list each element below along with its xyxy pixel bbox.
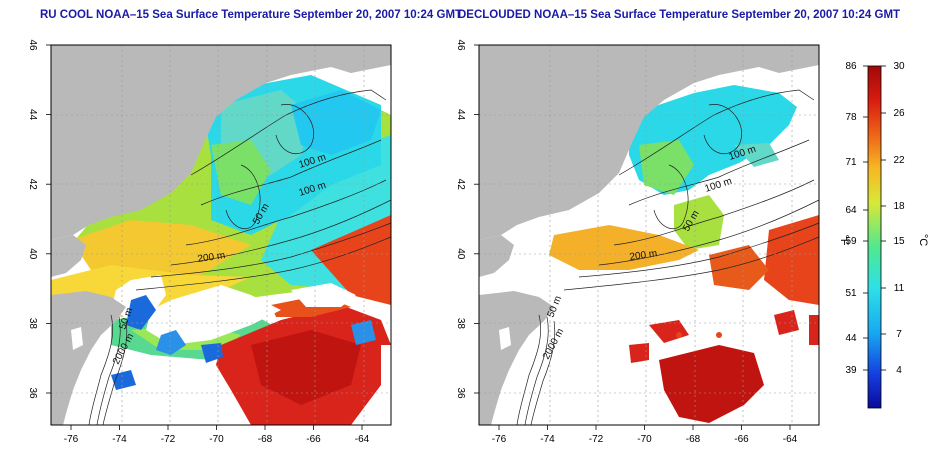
left-plot-frame (50, 44, 392, 426)
fahrenheit-unit-label: °F (838, 234, 850, 245)
left-panel-title: RU COOL NOAA–15 Sea Surface Temperature … (40, 9, 463, 21)
colorbar-c-label: 30 (893, 61, 905, 72)
colorbar-f-label: 78 (845, 112, 857, 123)
right-lon-label: -64 (783, 434, 798, 445)
right-lon-label: -70 (637, 434, 652, 445)
colorbar-f-label: 44 (845, 333, 857, 344)
right-map-panel: 100 m 100 m 50 m 200 m 50 m 2000 m (478, 44, 820, 426)
left-map-panel: 100 m 100 m 50 m 200 m 50 m 2000 m (50, 44, 392, 426)
colorbar-f-label: 39 (845, 365, 857, 376)
colorbar-f-label: 51 (845, 288, 857, 299)
colorbar-f-label: 64 (845, 205, 857, 216)
right-lon-label: -74 (540, 434, 555, 445)
temperature-colorbar: 86 78 71 64 59 51 44 39 30 26 22 18 15 11 7 4 °F °C (838, 61, 929, 409)
left-contour-label-4: 200 m (197, 250, 226, 265)
left-lat-label: 42 (27, 179, 38, 191)
colorbar-ticks: 86 78 71 64 59 51 44 39 30 26 22 18 15 11 7 4 (845, 61, 905, 376)
map-axes: -76 -74 -72 -70 -68 -66 -64 46 44 42 40 38 36 -76 -74 -… (27, 39, 798, 445)
right-lat-label: 46 (455, 39, 466, 51)
left-lon-label: -74 (112, 434, 127, 445)
right-lat-label: 40 (455, 248, 466, 260)
colorbar-c-label: 11 (894, 283, 905, 294)
right-contour-label-4: 200 m (629, 248, 658, 263)
right-plot-frame (478, 44, 820, 426)
left-lon-label: -72 (161, 434, 176, 445)
right-lon-label: -66 (734, 434, 749, 445)
colorbar-f-label: 71 (845, 157, 857, 168)
left-lon-label: -76 (64, 434, 79, 445)
right-lat-label: 38 (455, 318, 466, 330)
colorbar-c-label: 15 (893, 236, 905, 247)
right-panel-title: DECLOUDED NOAA–15 Sea Surface Temperatur… (458, 9, 901, 21)
left-lat-label: 44 (27, 109, 38, 121)
left-lat-label: 36 (27, 387, 38, 399)
colorbar-c-label: 26 (893, 108, 905, 119)
right-lat-label: 44 (455, 109, 466, 121)
right-lon-label: -76 (492, 434, 507, 445)
right-lat-label: 42 (455, 179, 466, 191)
colorbar-c-label: 7 (896, 329, 902, 340)
right-lat-label: 36 (455, 387, 466, 399)
colorbar-c-label: 22 (893, 155, 905, 166)
right-lon-label: -68 (686, 434, 701, 445)
colorbar-c-label: 4 (896, 365, 902, 376)
colorbar-gradient (867, 65, 882, 409)
left-lat-label: 38 (27, 318, 38, 330)
colorbar-f-label: 59 (845, 236, 857, 247)
left-lon-label: -66 (306, 434, 321, 445)
colorbar-f-label: 86 (845, 61, 857, 72)
left-lat-label: 46 (27, 39, 38, 51)
celsius-unit-label: °C (917, 234, 929, 246)
left-lon-label: -70 (209, 434, 224, 445)
right-sst-field (478, 44, 820, 426)
left-lat-label: 40 (27, 248, 38, 260)
left-sst-field (50, 44, 392, 426)
colorbar-c-label: 18 (893, 201, 905, 212)
left-lon-label: -64 (355, 434, 370, 445)
right-lon-label: -72 (589, 434, 604, 445)
left-lon-label: -68 (258, 434, 273, 445)
